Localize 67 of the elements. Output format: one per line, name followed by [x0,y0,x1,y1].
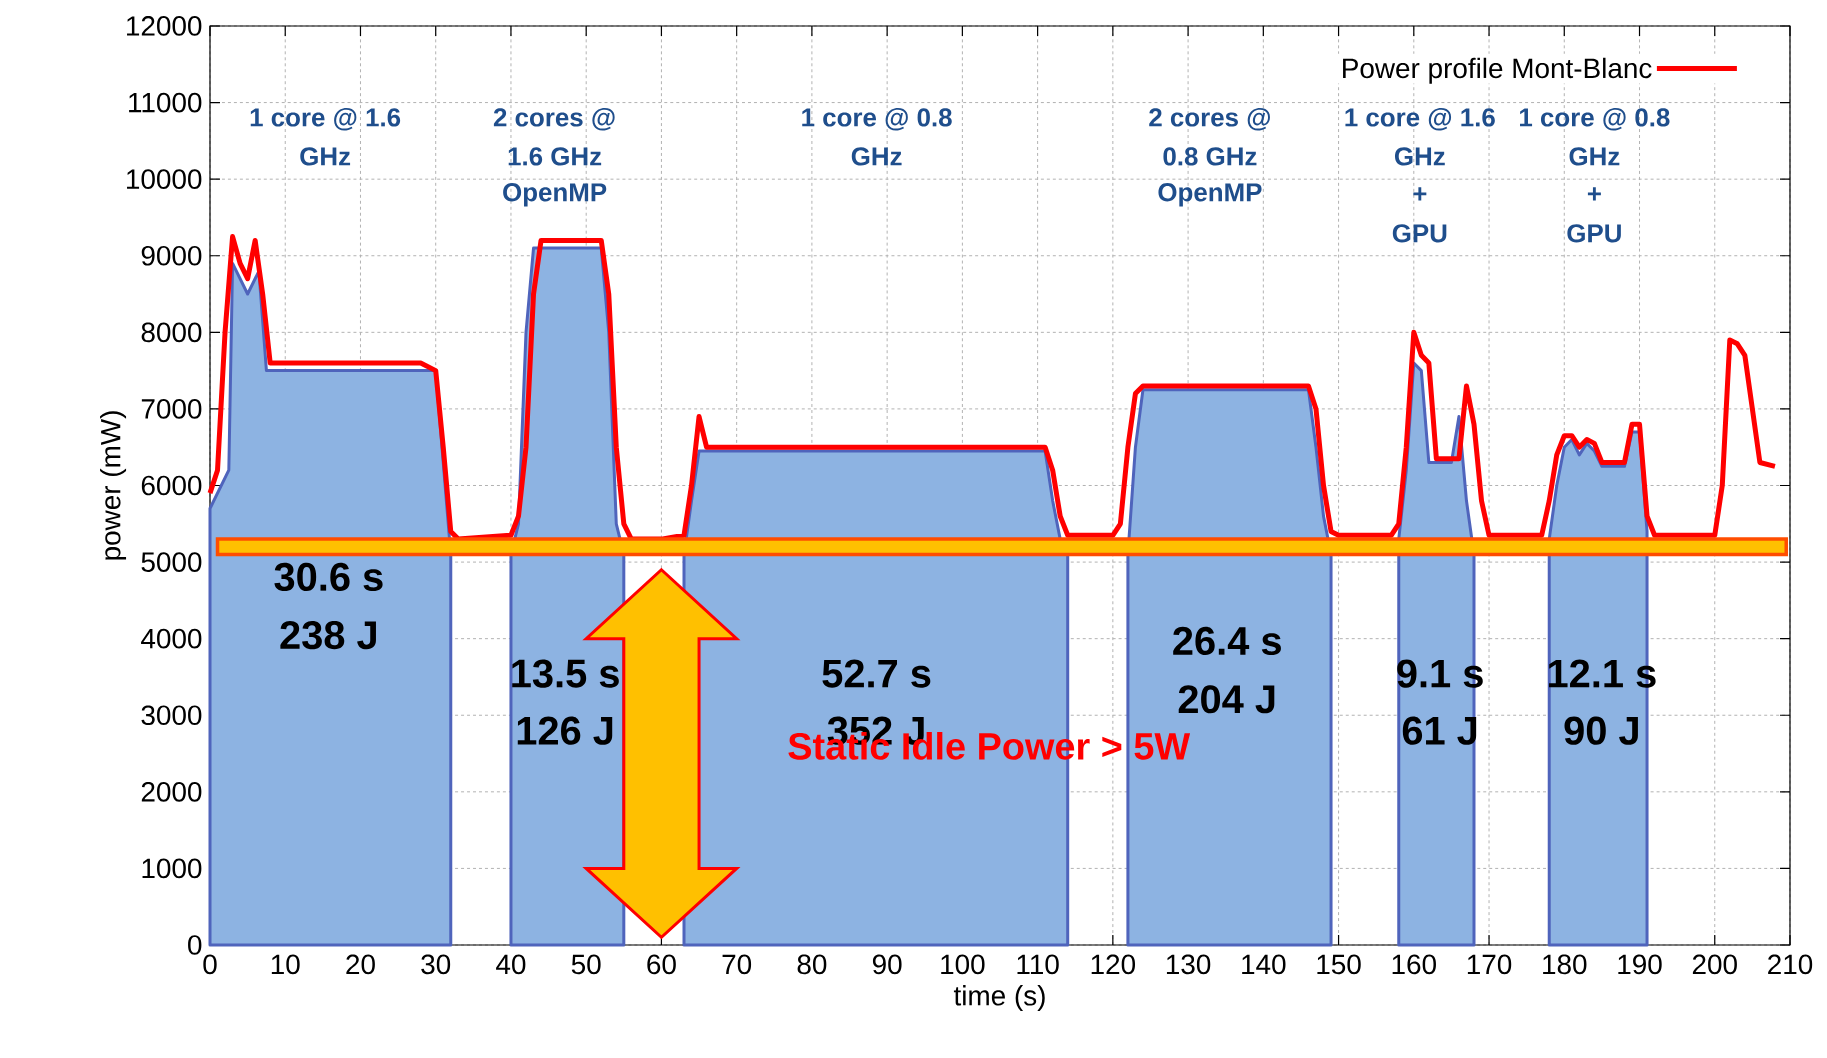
y-tick-label: 3000 [141,705,202,726]
annotation: 52.7 s [822,659,931,688]
annotation: GHz [1569,147,1620,166]
x-tick-label: 90 [872,954,902,975]
x-tick-label: 100 [941,954,985,975]
annotation: 1 core @ 0.8 [802,107,952,131]
y-tick-label: 10000 [127,169,202,190]
x-tick-label: 70 [722,954,752,975]
y-axis-title: power (mW) [100,411,127,560]
annotation: 2 cores @ [1149,107,1270,131]
annotation: 238 J [280,621,376,650]
x-tick-label: 160 [1392,954,1436,975]
y-tick-label: 7000 [141,399,202,419]
annotation: 2 cores @ [493,107,615,131]
annotation: 0.8 GHz [1163,147,1257,166]
annotation: GPU [1567,224,1621,243]
x-tick-label: 20 [346,954,375,975]
y-tick-label: 11000 [129,92,202,113]
x-tick-label: 40 [496,954,526,975]
y-tick-label: 6000 [141,475,202,496]
annotation: + [1413,187,1427,201]
annotation: + [1587,187,1601,201]
x-tick-label: 130 [1166,954,1211,975]
annotation: 204 J [1178,685,1275,714]
y-tick-label: 8000 [141,322,202,343]
annotation: 30.6 s [274,562,383,592]
annotation: 1 core @ 1.6 [250,107,401,131]
annotation: GHz [851,147,902,166]
x-tick-label: 170 [1467,954,1512,975]
annotation: OpenMP [1158,183,1262,207]
x-tick-label: 180 [1543,954,1587,975]
x-tick-label: 0 [203,954,217,975]
x-tick-label: 200 [1692,954,1737,975]
annotation: GHz [1394,147,1445,166]
x-tick-label: 60 [647,954,676,975]
annotation: 26.4 s [1173,626,1281,656]
y-tick-label: 0 [188,935,202,955]
x-tick-label: 210 [1768,954,1813,975]
x-tick-label: 110 [1017,954,1059,975]
annotation: 9.1 s [1397,659,1483,688]
annotation: GPU [1392,224,1447,243]
annotation: 126 J [517,716,613,745]
y-tick-label: 4000 [141,628,202,649]
x-tick-label: 120 [1091,954,1136,975]
legend-label: Power profile Mont-Blanc [1343,57,1652,84]
annotation: 90 J [1564,716,1638,745]
x-tick-label: 190 [1618,954,1662,975]
x-axis-title: time (s) [953,985,1045,1012]
x-tick-label: 30 [421,954,451,975]
x-tick-label: 10 [271,954,300,975]
x-tick-label: 150 [1317,954,1361,975]
annotation: OpenMP [503,183,607,207]
annotation: 1.6 GHz [508,147,602,166]
annotation: 13.5 s [512,659,619,688]
annotation: 1 core @ 1.6 [1345,107,1495,131]
annotation: 61 J [1402,716,1477,745]
x-tick-label: 50 [571,954,601,975]
x-tick-label: 80 [797,954,827,975]
y-tick-label: 12000 [127,16,202,36]
annotation: 1 core @ 0.8 [1520,107,1670,131]
y-tick-label: 5000 [141,552,202,572]
y-tick-label: 2000 [141,781,202,802]
y-tick-label: 9000 [141,245,202,266]
annotation: GHz [300,147,351,166]
x-tick-label: 140 [1242,954,1286,975]
y-tick-label: 1000 [142,858,202,879]
annotation: 12.1 s [1549,659,1656,688]
